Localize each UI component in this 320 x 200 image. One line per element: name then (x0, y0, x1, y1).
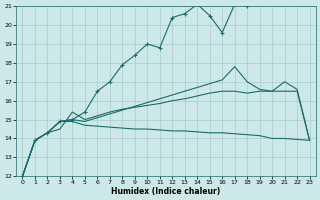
X-axis label: Humidex (Indice chaleur): Humidex (Indice chaleur) (111, 187, 221, 196)
